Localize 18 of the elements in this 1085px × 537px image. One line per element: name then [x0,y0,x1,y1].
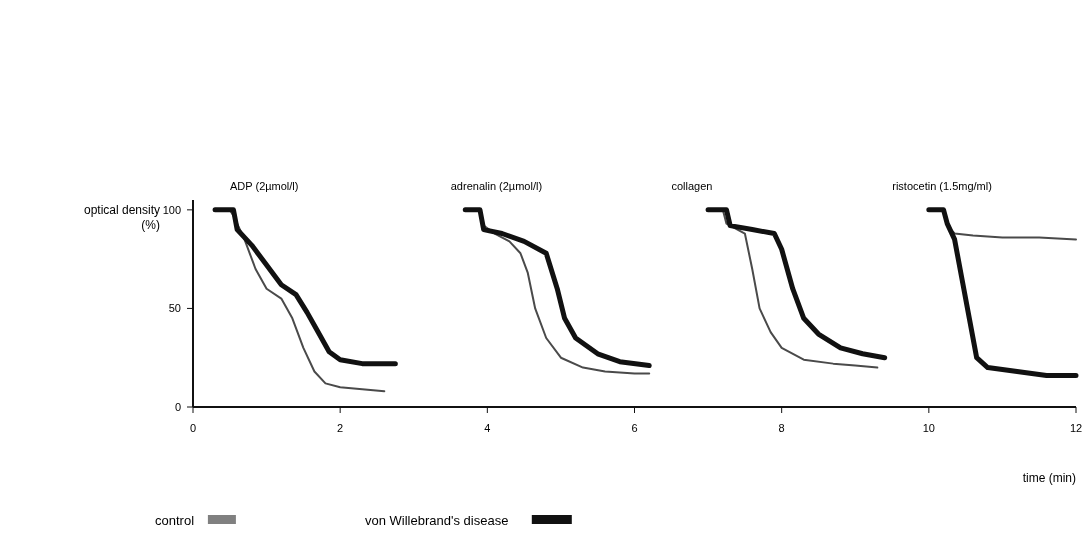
x-tick-label: 10 [922,422,935,434]
legend-label: von Willebrand's disease [365,513,509,528]
x-tick-label: 8 [778,422,785,434]
x-axis-title: time (min) [1022,471,1076,485]
text: ADP (2µmol/l) [230,180,299,192]
y-tick-label: 0 [174,401,181,413]
y-tick-label: 100 [162,203,181,216]
legend-label: control [155,513,195,528]
text: adrenalin (2µmol/l) [450,180,543,192]
x-tick-label: 0 [189,422,197,434]
x-tick-label: 4 [484,422,491,434]
y-tick-label: 50 [168,302,181,315]
x-tick-label: 6 [631,422,638,434]
text: ristocetin (1.5mg/ml) [892,180,992,192]
x-tick-label: 2 [337,422,344,434]
y-axis-title: optical density (%) [83,203,160,232]
text: collagen [671,180,713,192]
x-tick-label: 12 [1069,422,1083,434]
